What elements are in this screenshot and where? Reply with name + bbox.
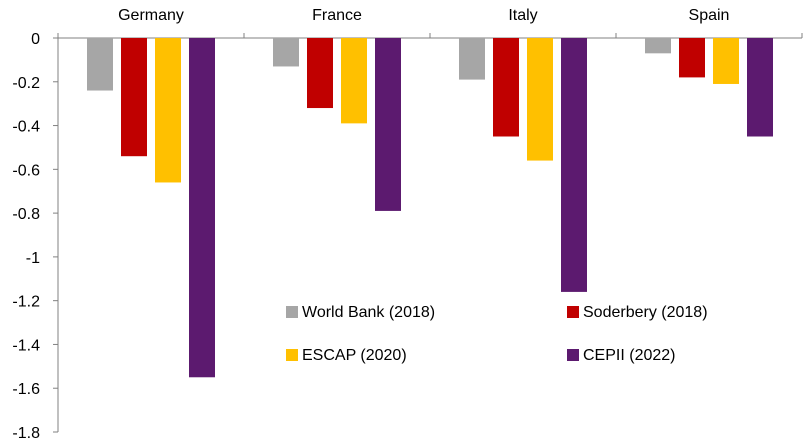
- bar: [341, 38, 367, 124]
- bar: [679, 38, 705, 78]
- y-tick-label: -1.2: [12, 294, 40, 311]
- legend-label: ESCAP (2020): [302, 347, 407, 364]
- category-label: Spain: [689, 7, 730, 24]
- legend-swatch: [286, 306, 298, 318]
- legend-label: CEPII (2022): [583, 347, 675, 364]
- bar: [307, 38, 333, 109]
- y-tick-label: -0.8: [12, 206, 40, 223]
- y-tick-label: -1.4: [12, 337, 40, 354]
- bar: [645, 38, 671, 54]
- bars: [87, 38, 773, 378]
- bar: [189, 38, 215, 378]
- y-tick-label: 0: [31, 31, 40, 48]
- y-tick-labels: 0 -0.2 -0.4 -0.6 -0.8 -1 -1.2 -1.4 -1.6 -1.8: [12, 31, 40, 442]
- legend: World Bank (2018) Soderbery (2018) ESCAP (…: [286, 304, 708, 364]
- bar: [375, 38, 401, 211]
- y-tick-label: -0.4: [12, 119, 40, 136]
- bar: [459, 38, 485, 80]
- y-tick-label: -0.6: [12, 162, 40, 179]
- legend-label: Soderbery (2018): [583, 304, 708, 321]
- bar: [121, 38, 147, 157]
- y-tick-label: -1.8: [12, 425, 40, 442]
- bar: [713, 38, 739, 84]
- bar: [527, 38, 553, 161]
- bar: [273, 38, 299, 67]
- legend-swatch: [567, 306, 579, 318]
- category-labels: Germany France Italy Spain: [118, 7, 729, 24]
- axes: [53, 33, 803, 433]
- category-label: France: [312, 7, 362, 24]
- y-tick-label: -1.6: [12, 381, 40, 398]
- y-tick-label: -0.2: [12, 75, 40, 92]
- legend-swatch: [567, 349, 579, 361]
- bar: [493, 38, 519, 137]
- bar: [747, 38, 773, 137]
- legend-swatch: [286, 349, 298, 361]
- bar: [155, 38, 181, 183]
- y-tick-label: -1: [26, 250, 40, 267]
- bar: [561, 38, 587, 292]
- legend-label: World Bank (2018): [302, 304, 435, 321]
- category-label: Germany: [118, 7, 184, 24]
- bar: [87, 38, 113, 91]
- category-label: Italy: [508, 7, 537, 24]
